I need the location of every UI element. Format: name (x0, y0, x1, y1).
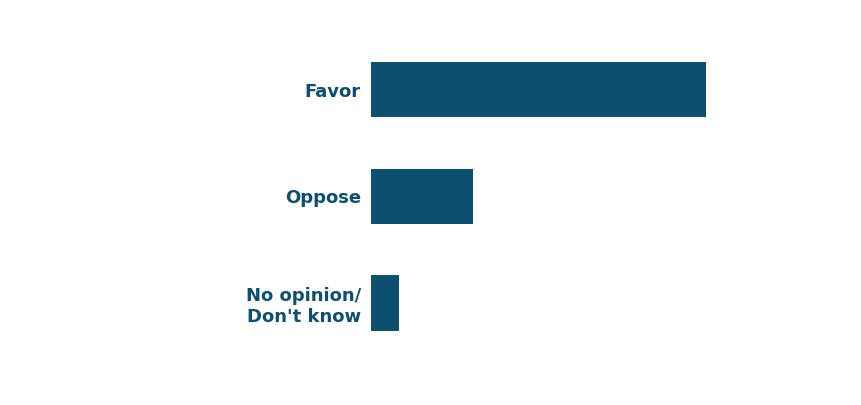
Bar (370, 62, 705, 117)
Bar (370, 275, 398, 331)
Bar (370, 168, 473, 224)
